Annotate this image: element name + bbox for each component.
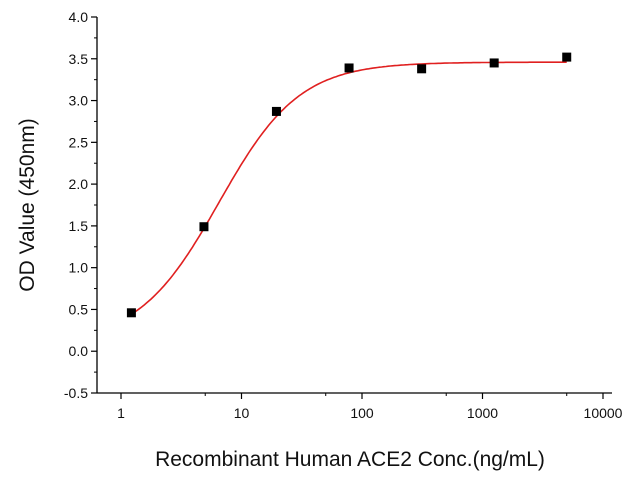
x-tick-label: 10000 [584,405,623,421]
y-tick-label: 1.5 [69,218,89,234]
data-point [489,58,499,68]
y-tick-label: 1.0 [69,260,89,276]
y-tick-label: -0.5 [64,385,88,401]
data-point [271,106,281,116]
fit-curve-layer [130,61,567,315]
x-tick-label: 100 [350,405,374,421]
x-tick-label: 10 [234,405,250,421]
data-point [417,64,427,74]
y-tick-label: 2.5 [69,134,89,150]
data-point [199,222,209,232]
data-point [562,52,572,62]
data-point [126,308,136,318]
y-tick-label: 2.0 [69,176,89,192]
x-tick-label: 1 [117,405,125,421]
y-tick-label: 0.5 [69,301,89,317]
axes: -0.5 0.0 0.5 1.0 1.5 2.0 2.5 3.0 3.5 4.0 1 10 100 100… [64,9,623,421]
y-tick-label: 3.0 [69,93,89,109]
x-tick-label: 1000 [467,405,498,421]
y-tick-label: 0.0 [69,343,89,359]
y-tick-label: 4.0 [69,9,89,25]
fit-curve-line [130,61,567,315]
y-tick-label: 3.5 [69,51,89,67]
x-axis-title: Recombinant Human ACE2 Conc.(ng/mL) [155,448,545,471]
points-layer [126,52,572,318]
y-axis-title: OD Value (450nm) [16,118,39,292]
data-point [344,63,354,73]
